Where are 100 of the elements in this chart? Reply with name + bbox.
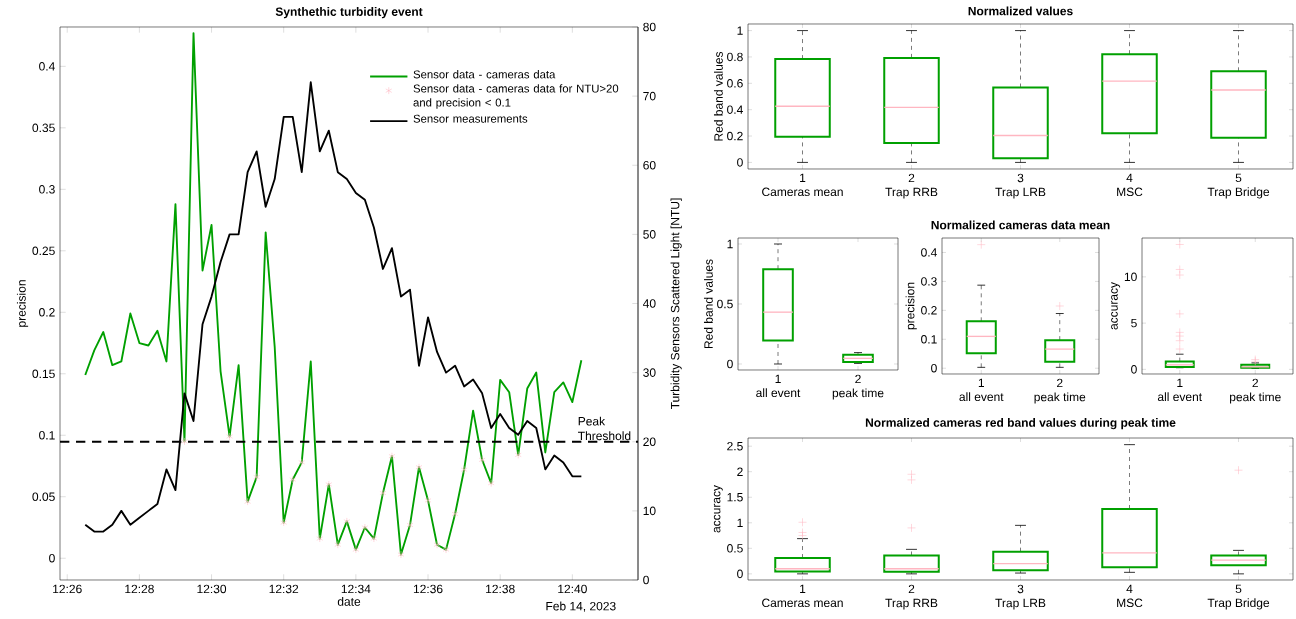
x-tick-label: 5 Trap Bridge [1207,584,1270,610]
point [415,463,423,471]
x-tick-label: 1 all event [1157,378,1202,402]
y-tick-label: 1.5 [727,493,743,502]
legend-label: Sensor data - cameras data [413,70,556,79]
y2-tick-label: 10 [643,506,656,516]
y-tick-label: 0.35 [32,123,55,133]
x-tick-label: 4 MSC [1117,584,1143,608]
y2-tick-label: 0 [643,575,649,585]
y2-tick-label: 70 [643,91,656,101]
point [253,473,260,481]
y-tick-label: 10 [1124,272,1137,282]
y-tick-label: 0.1 [921,335,937,344]
point [334,540,342,549]
point [298,458,306,467]
y-tick-label: 0.2 [921,306,937,315]
point [406,521,414,529]
x-tick-label: 4 MSC [1117,173,1143,197]
y-tick-label: 0.3 [921,277,937,286]
point [343,517,351,526]
y-tick-label: 0.4 [727,105,743,114]
point [487,479,495,487]
point [325,480,333,489]
point [442,545,450,554]
y-axis-title: Red band values [703,259,713,349]
point [388,452,396,460]
y2-tick-label: 20 [643,437,656,447]
x-axis-title: date [337,597,361,606]
x-tick-label: 1 Cameras mean [762,584,843,608]
y-tick-label: 2.5 [727,441,743,451]
x-tick-label: 12:34 [341,584,371,594]
x-tick-label: 1 Cameras mean [762,173,843,197]
point [181,437,188,446]
y-tick-label: 0.8 [727,52,743,62]
y-axis-title: Red band values [713,51,723,141]
point [280,518,287,527]
x-tick-label: 2 Trap RRB [885,584,938,610]
y-tick-label: 0.5 [727,544,743,553]
y-tick-label: 0.2 [727,131,743,141]
y-axis-title: accuracy [1111,282,1121,330]
y2-tick-label: 50 [643,230,656,239]
x-tick-label: 1 all event [959,378,1004,402]
chart-title: Normalized cameras red band values during peak time [865,418,1176,430]
point [316,534,324,543]
legend-label: Sensor measurements [413,114,528,123]
y-tick-label: 0 [49,553,55,563]
point [244,497,251,506]
x-tick-label: 12:36 [413,584,443,594]
y-tick-label: 2 [737,467,743,476]
ref-line-label: Peak Threshold [578,416,631,441]
y-axis-title: precision [905,282,917,330]
y-tick-label: 1 [737,26,743,35]
y-tick-label: 0.25 [32,246,55,256]
y-tick-label: 1 [737,518,743,527]
point [478,456,486,464]
y-tick-label: 5 [1131,318,1137,328]
y-tick-label: 0 [727,359,733,369]
y-tick-label: 0 [1131,365,1137,374]
y-tick-label: 0.15 [32,369,55,379]
x-tick-label: 12:30 [197,584,227,594]
y2-tick-label: 80 [643,22,656,32]
x-tick-label: 3 Trap LRB [995,584,1046,610]
x-tick-label: 12:40 [558,584,587,594]
x-tick-label: 12:32 [269,584,299,594]
y-tick-label: 0.1 [39,431,55,440]
x-tick-label: 12:26 [53,584,82,594]
y-tick-label: 0 [931,363,937,373]
x-tick-label: 12:38 [486,584,515,594]
x-tick-label: 12:28 [125,584,154,594]
chart-title: Normalized cameras data mean [931,220,1110,230]
y-tick-label: 0.05 [32,492,55,501]
y2-tick-label: 30 [643,368,656,377]
x-tick-label: 2 Trap RRB [885,173,938,199]
x-tick-label: 5 Trap Bridge [1207,173,1270,199]
point [361,523,369,532]
chart-title: Normalized values [968,6,1073,16]
y-tick-label: 0.5 [717,299,733,309]
y-axis-title: precision [16,280,29,327]
y-axis-title: accuracy [713,485,723,533]
y-tick-label: 0.4 [39,62,55,71]
y-tick-label: 0 [737,569,743,579]
x-tick-label: 3 Trap LRB [995,173,1046,199]
x-tick-label: 2 peak time [832,374,884,400]
y2-tick-label: 40 [642,299,656,308]
y2-axis-title: Turbidity Sensors Scattered Light [NTU] [670,198,682,410]
point [424,496,432,505]
y-tick-label: 1 [727,239,733,249]
point [433,540,441,549]
point [451,510,459,518]
point [226,432,233,441]
x-tick-label: 2 peak time [1230,378,1281,404]
point [460,465,468,474]
x-tick-label: 1 all event [756,374,801,398]
point [289,475,296,484]
y-tick-label: 0.2 [39,308,55,317]
point [370,534,378,543]
point [514,451,522,459]
point [352,545,360,554]
point [379,489,387,497]
y-tick-label: 0.3 [39,185,55,194]
